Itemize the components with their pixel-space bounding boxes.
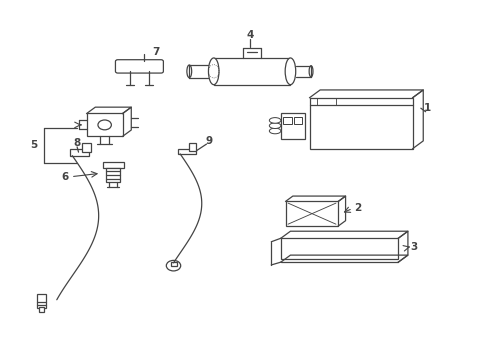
Bar <box>82 144 91 152</box>
Ellipse shape <box>269 123 280 129</box>
Bar <box>39 307 44 312</box>
Bar <box>188 144 196 151</box>
Bar <box>316 98 335 105</box>
Text: 1: 1 <box>423 103 430 113</box>
Bar <box>280 238 397 258</box>
Bar <box>283 117 291 124</box>
Bar <box>293 117 302 124</box>
Bar <box>106 168 120 182</box>
Text: 6: 6 <box>61 172 69 182</box>
Bar <box>178 149 196 154</box>
Bar <box>285 201 338 226</box>
Bar <box>309 98 412 149</box>
Bar <box>280 113 304 139</box>
Text: 2: 2 <box>353 203 361 213</box>
Ellipse shape <box>308 66 312 77</box>
Ellipse shape <box>269 117 280 123</box>
Bar <box>70 149 89 156</box>
FancyBboxPatch shape <box>115 60 163 73</box>
Ellipse shape <box>186 65 191 77</box>
Text: 5: 5 <box>30 140 37 150</box>
Bar <box>102 162 123 168</box>
Text: 9: 9 <box>205 136 212 146</box>
Text: 3: 3 <box>409 242 417 252</box>
Circle shape <box>166 260 181 271</box>
Bar <box>37 295 46 308</box>
Text: 7: 7 <box>152 47 160 57</box>
Ellipse shape <box>285 58 295 85</box>
Bar <box>213 58 290 85</box>
Text: 4: 4 <box>245 30 253 40</box>
Bar <box>171 262 177 266</box>
Ellipse shape <box>269 128 280 134</box>
Ellipse shape <box>208 58 219 85</box>
Text: 8: 8 <box>73 139 80 149</box>
Bar <box>87 114 122 136</box>
